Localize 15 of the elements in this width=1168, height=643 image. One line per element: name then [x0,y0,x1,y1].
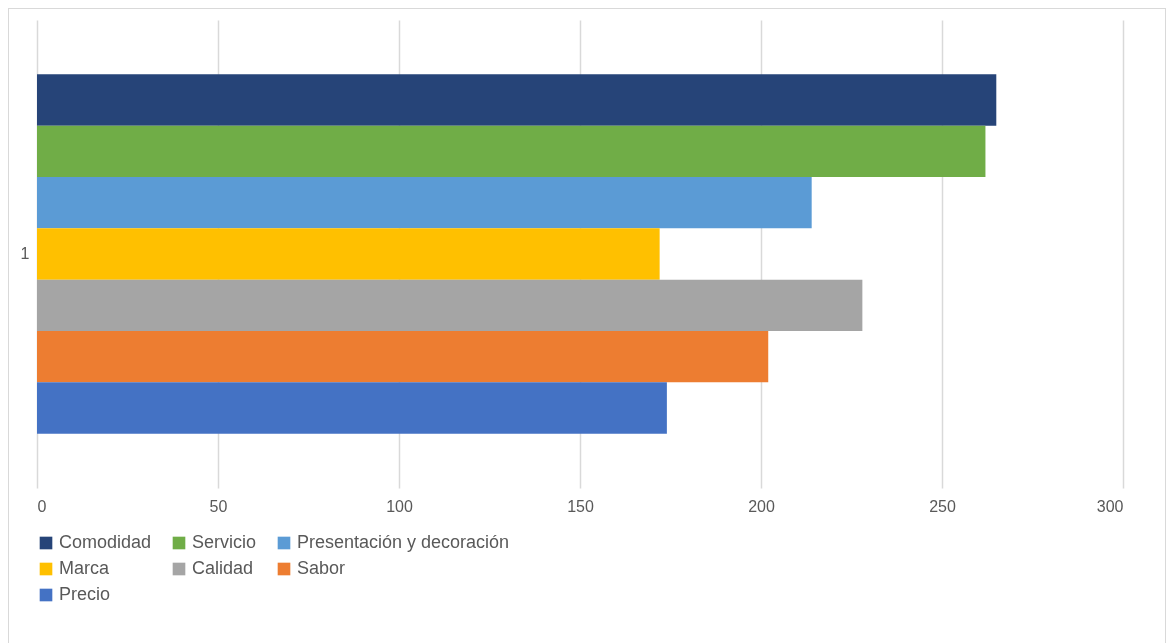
x-tick-label: 300 [1096,497,1124,515]
legend-label: Precio [59,584,111,604]
legend-label: Presentación y decoración [297,532,510,552]
legend-label: Servicio [192,532,257,552]
y-tick-label: 1 [20,245,30,262]
x-tick-label: 150 [567,497,594,515]
legend-label: Marca [59,558,110,578]
x-tick-label: 200 [748,497,775,515]
legend-label: Sabor [297,558,346,578]
legend-label: Calidad [192,558,254,578]
x-tick-label: 50 [209,497,228,515]
x-tick-label: 250 [929,497,956,515]
legend-label: Comodidad [59,532,152,552]
x-tick-label: 100 [386,497,413,515]
x-tick-label: 0 [37,497,47,515]
